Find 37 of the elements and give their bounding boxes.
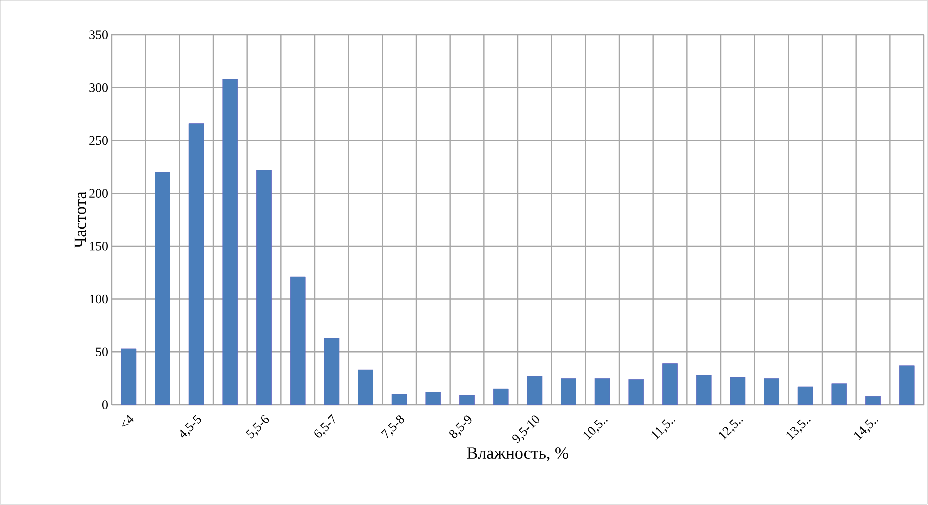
bar	[696, 375, 712, 405]
bar	[764, 378, 780, 405]
x-tick-label: 14,5..	[854, 420, 879, 440]
bar	[798, 386, 814, 405]
bar	[426, 392, 441, 405]
bar	[899, 366, 915, 405]
bar	[358, 370, 374, 405]
y-tick-label: 150	[90, 242, 108, 251]
bar	[594, 378, 610, 405]
bar	[256, 170, 272, 405]
x-tick-label: 13,5..	[786, 420, 811, 440]
y-tick-label: 300	[90, 83, 108, 92]
y-tick-label: 50	[96, 348, 108, 357]
bar	[662, 364, 678, 405]
bar	[730, 377, 746, 405]
bar	[121, 348, 137, 405]
bar	[155, 172, 170, 405]
y-tick-label: 100	[90, 294, 108, 304]
x-tick-label: 10,5..	[584, 420, 608, 440]
y-tick-label: 250	[90, 136, 108, 146]
bar	[222, 79, 238, 405]
x-tick-label: 11,5..	[652, 420, 676, 440]
bar	[324, 338, 340, 405]
y-tick-label: 350	[90, 30, 108, 40]
bar	[832, 384, 848, 405]
bar	[188, 124, 204, 405]
x-tick-label: 12,5..	[719, 420, 744, 440]
y-tick-label: 200	[90, 189, 108, 198]
y-axis-title: Частота	[74, 192, 86, 248]
bar	[527, 376, 543, 405]
x-axis-title: Влажность, %	[467, 448, 568, 462]
bar	[628, 379, 644, 405]
bar	[493, 388, 509, 405]
y-tick-label: 0	[102, 400, 108, 410]
bar	[561, 378, 576, 405]
x-tick-label: <4	[122, 415, 134, 427]
bar	[290, 276, 306, 405]
